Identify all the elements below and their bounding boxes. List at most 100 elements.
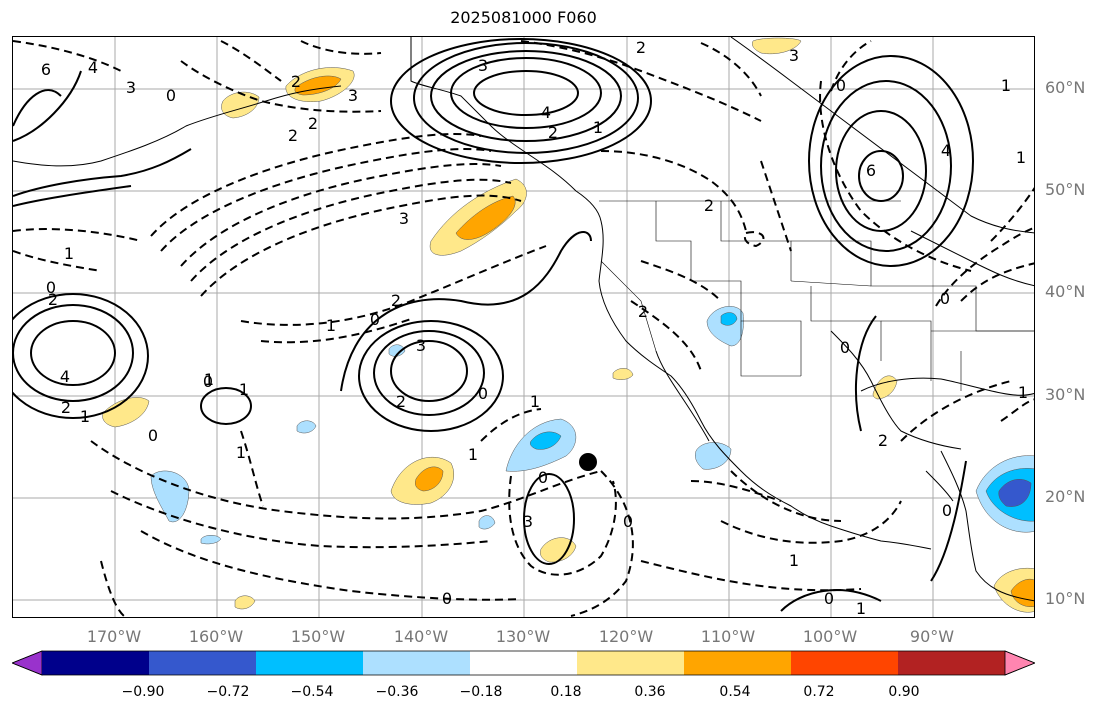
colorbar-extend-low <box>12 650 43 676</box>
contour-label: 1 <box>204 370 214 389</box>
contour-label: 0 <box>840 338 850 357</box>
contour-label: 2 <box>308 114 318 133</box>
contour-label: 0 <box>203 372 213 391</box>
map-panel[interactable]: 6 4 3 0 2 2 3 2 3 4 2 1 3 1 2 3 4 6 1 0 … <box>12 36 1035 618</box>
map-canvas: 6 4 3 0 2 2 3 2 3 4 2 1 3 1 2 3 4 6 1 0 … <box>13 37 1034 618</box>
contour-label: 2 <box>878 431 888 450</box>
contour-label: 1 <box>1016 148 1026 167</box>
contour-label: 3 <box>399 209 409 228</box>
lon-label: 90°W <box>909 627 955 646</box>
contour-label: 4 <box>541 103 551 122</box>
contour-label: 2 <box>638 302 648 321</box>
cool-patch <box>200 535 222 545</box>
contour-labels: 6 4 3 0 2 2 3 2 3 4 2 1 3 1 2 3 4 6 1 0 … <box>41 38 1028 618</box>
contour-label: 1 <box>326 316 336 335</box>
contour-label: 4 <box>88 58 98 77</box>
contour-label: 0 <box>623 512 633 531</box>
contour-label: 0 <box>538 468 548 487</box>
colorbar-outline <box>12 650 1035 676</box>
contour-label: 1 <box>64 244 74 263</box>
cool-patch <box>998 479 1032 507</box>
colorbar-tick-label: 0.54 <box>719 684 751 700</box>
contour-label: 0 <box>942 501 952 520</box>
lat-label: 30°N <box>1045 385 1086 404</box>
positive-contours <box>13 38 974 612</box>
contour-label: 6 <box>41 60 51 79</box>
colorbar-extend-high <box>1004 650 1035 676</box>
lon-label: 100°W <box>802 627 858 646</box>
colorbar-segment <box>577 651 684 675</box>
colorbar-tick-label: −0.90 <box>121 684 165 700</box>
colorbar-tick-label: 0.18 <box>550 684 582 700</box>
colorbar-segment <box>898 651 1005 675</box>
warm-patch <box>540 537 577 563</box>
warm-patch <box>455 195 516 240</box>
colorbar <box>12 650 1035 676</box>
colorbar-segment <box>42 651 149 675</box>
contour-label: 3 <box>789 46 799 65</box>
contour-label: 0 <box>940 289 950 308</box>
contour-label: 3 <box>126 78 136 97</box>
lon-label: 110°W <box>700 627 756 646</box>
colorbar-segment <box>684 651 791 675</box>
colorbar-segment <box>363 651 470 675</box>
contour-label: 2 <box>391 291 401 310</box>
lat-label: 20°N <box>1045 487 1086 506</box>
contour-label: 0 <box>824 589 834 608</box>
contour-label: 3 <box>416 336 426 355</box>
contour-label: 0 <box>836 76 846 95</box>
cool-patch <box>150 470 190 523</box>
contour-label: 1 <box>80 407 90 426</box>
contour-label: 0 <box>166 86 176 105</box>
colorbar-segment <box>791 651 898 675</box>
warm-patch <box>752 37 802 55</box>
shaded-anomalies <box>102 37 1034 613</box>
colorbar-tick-label: 0.36 <box>634 684 666 700</box>
map-title: 2025081000 F060 <box>450 8 597 27</box>
colorbar-segments <box>12 650 1035 676</box>
contour-label: 1 <box>856 599 866 618</box>
contour-label: 2 <box>48 290 58 309</box>
contour-label: 3 <box>478 56 488 75</box>
contour-label: 3 <box>348 86 358 105</box>
lon-label: 170°W <box>86 627 142 646</box>
state-borders <box>599 200 1034 391</box>
lat-label: 60°N <box>1045 78 1086 97</box>
lon-label: 160°W <box>188 627 244 646</box>
cool-patch <box>706 306 744 347</box>
contour-label: 1 <box>1018 383 1028 402</box>
contour-label: 4 <box>941 141 951 160</box>
colorbar-tick-label: 0.72 <box>803 684 835 700</box>
lat-label: 50°N <box>1045 180 1086 199</box>
contour-label: 0 <box>478 384 488 403</box>
contour-label: 1 <box>1001 76 1011 95</box>
contour-label: 2 <box>548 123 558 142</box>
contour-label: 2 <box>396 392 406 411</box>
colorbar-tick-label: −0.36 <box>375 684 419 700</box>
warm-patch <box>294 75 342 96</box>
contour-label: 0 <box>148 426 158 445</box>
colorbar-tick-label: −0.54 <box>290 684 334 700</box>
contour-label: 1 <box>789 551 799 570</box>
lon-label: 150°W <box>290 627 346 646</box>
contour-label: 2 <box>291 72 301 91</box>
contour-label: 1 <box>593 118 603 137</box>
contour-label: 4 <box>60 367 70 386</box>
cool-patch <box>478 515 496 530</box>
contour-label: 0 <box>46 278 56 297</box>
cool-patch <box>388 344 406 357</box>
lat-label: 10°N <box>1045 589 1086 608</box>
contour-label: 1 <box>468 445 478 464</box>
colorbar-tick-label: 0.90 <box>888 684 920 700</box>
warm-patch <box>102 397 150 428</box>
cool-patch <box>720 312 738 326</box>
contour-label: 2 <box>636 38 646 57</box>
cool-patch <box>529 431 562 450</box>
contour-label: 2 <box>704 196 714 215</box>
cool-patch <box>296 420 317 434</box>
warm-patch <box>415 466 444 492</box>
contour-label: 0 <box>370 310 380 329</box>
cool-patch <box>695 442 732 470</box>
lon-label: 130°W <box>495 627 551 646</box>
colorbar-segment <box>256 651 363 675</box>
